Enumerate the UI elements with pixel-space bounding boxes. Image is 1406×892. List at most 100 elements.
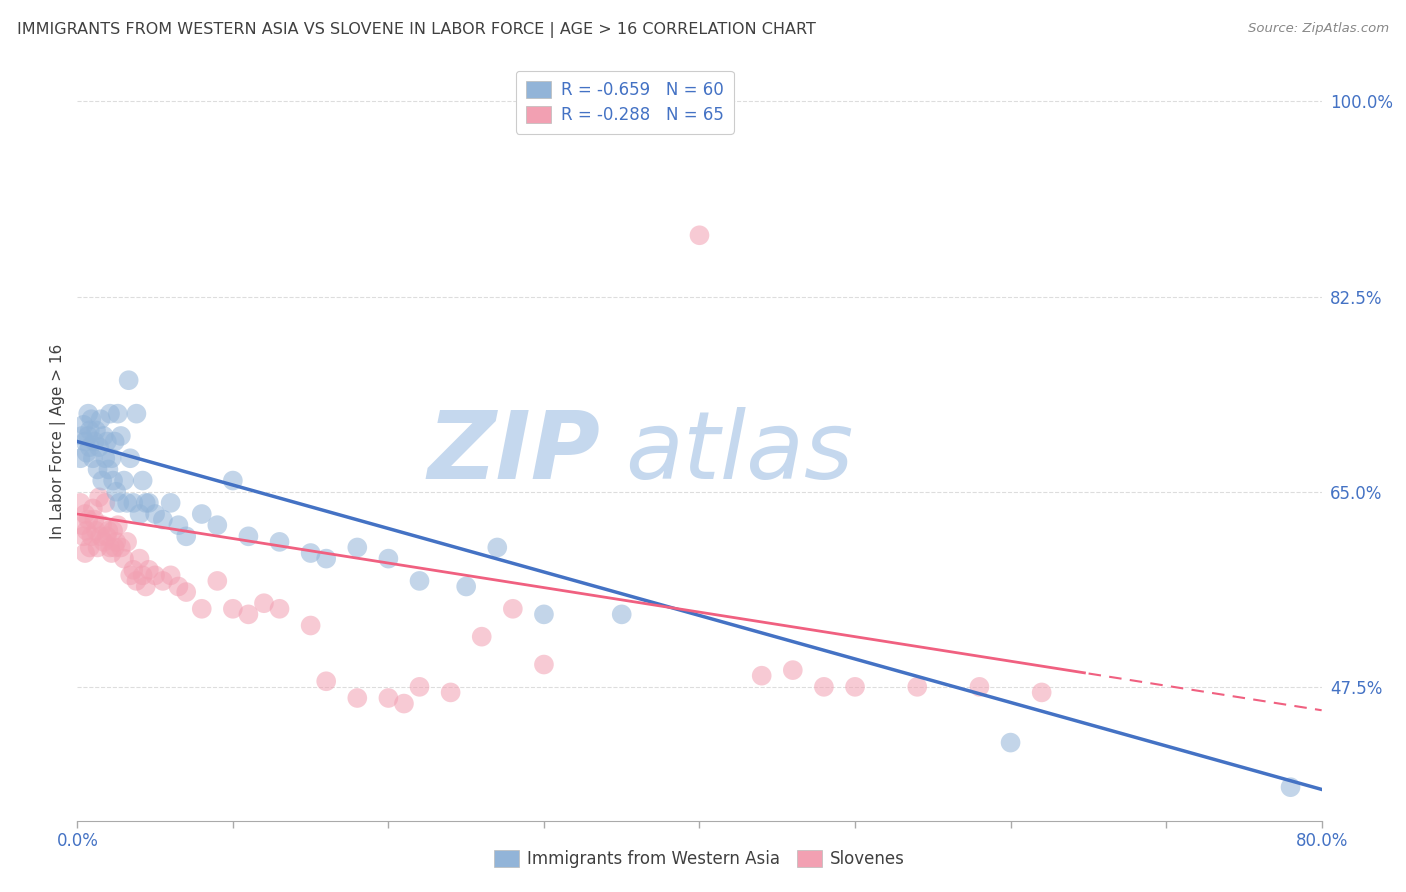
Point (75, 434, 97, 449)
Point (70, 518, 93, 533)
Point (80, 529, 103, 543)
Point (77, 429, 100, 443)
Point (97, 524, 120, 538)
Point (91, 474, 114, 488)
Point (167, 518, 190, 533)
Point (128, 507, 150, 521)
Point (456, 580, 478, 594)
Point (79, 541, 101, 555)
Point (844, 680, 866, 694)
Point (120, 451, 142, 466)
Point (471, 630, 494, 644)
Point (346, 541, 368, 555)
Point (143, 568, 166, 582)
Point (122, 563, 145, 577)
Point (72, 417, 94, 432)
Point (1000, 735, 1022, 749)
Point (101, 524, 124, 538)
Point (115, 534, 138, 549)
Point (159, 496, 181, 510)
Point (138, 496, 160, 510)
Point (91, 518, 114, 533)
Text: atlas: atlas (624, 408, 853, 499)
Point (82, 501, 104, 516)
Point (125, 407, 148, 421)
Point (77, 512, 100, 526)
Point (969, 680, 991, 694)
Point (152, 512, 174, 526)
Point (76, 445, 98, 459)
Point (502, 601, 524, 615)
Point (80, 412, 103, 426)
Legend: Immigrants from Western Asia, Slovenes: Immigrants from Western Asia, Slovenes (485, 842, 914, 877)
Point (79, 423, 101, 437)
Point (143, 507, 166, 521)
Point (408, 574, 430, 588)
Point (115, 496, 138, 510)
Point (87, 490, 110, 504)
Text: ZIP: ZIP (427, 407, 600, 499)
Point (315, 674, 337, 689)
Point (96, 529, 118, 543)
Point (83, 434, 105, 449)
Point (782, 663, 804, 677)
Point (120, 568, 142, 582)
Point (174, 529, 197, 543)
Point (439, 685, 461, 699)
Point (104, 434, 127, 449)
Point (392, 697, 415, 711)
Point (377, 551, 399, 566)
Point (122, 496, 145, 510)
Point (408, 680, 430, 694)
Point (70, 429, 93, 443)
Point (131, 568, 153, 582)
Point (135, 496, 157, 510)
Point (125, 574, 148, 588)
Text: IMMIGRANTS FROM WESTERN ASIA VS SLOVENE IN LABOR FORCE | AGE > 16 CORRELATION CH: IMMIGRANTS FROM WESTERN ASIA VS SLOVENE … (17, 22, 815, 38)
Point (69, 496, 91, 510)
Point (346, 690, 368, 705)
Point (128, 551, 150, 566)
Point (93, 534, 115, 549)
Point (533, 607, 555, 622)
Point (238, 529, 260, 543)
Point (93, 429, 115, 443)
Point (87, 440, 110, 454)
Point (98, 407, 121, 421)
Point (69, 451, 91, 466)
Point (107, 518, 129, 533)
Point (75, 546, 97, 560)
Point (76, 524, 98, 538)
Point (105, 534, 128, 549)
Point (110, 429, 132, 443)
Point (98, 541, 121, 555)
Point (315, 551, 337, 566)
Point (94, 496, 117, 510)
Y-axis label: In Labor Force | Age > 16: In Labor Force | Age > 16 (51, 344, 66, 539)
Point (222, 474, 245, 488)
Point (131, 474, 153, 488)
Point (101, 474, 124, 488)
Point (100, 546, 122, 560)
Point (86, 541, 108, 555)
Point (104, 541, 127, 555)
Point (269, 534, 291, 549)
Point (813, 680, 835, 694)
Point (299, 618, 322, 632)
Point (79, 440, 101, 454)
Point (1031, 685, 1053, 699)
Point (269, 601, 291, 615)
Text: Source: ZipAtlas.com: Source: ZipAtlas.com (1249, 22, 1389, 36)
Point (72, 529, 94, 543)
Point (486, 541, 509, 555)
Point (105, 484, 128, 499)
Point (90, 529, 112, 543)
Point (207, 518, 229, 533)
Point (238, 607, 260, 622)
Point (97, 462, 120, 476)
Point (610, 607, 633, 622)
Point (90, 412, 112, 426)
Point (75, 507, 97, 521)
Point (84, 423, 107, 437)
Point (108, 496, 131, 510)
